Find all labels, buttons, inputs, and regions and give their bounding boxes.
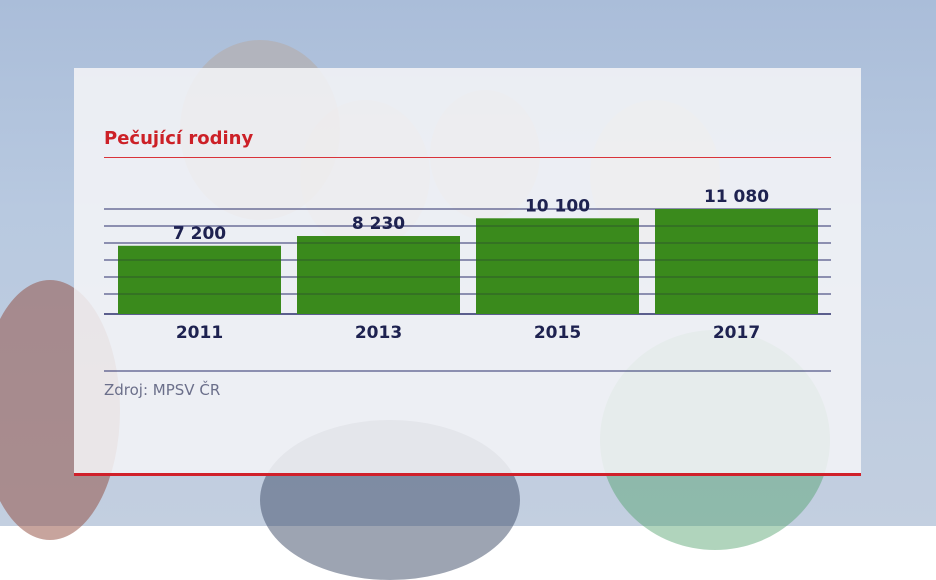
bars [118,209,818,314]
value-labels: 7 200 8 230 10 100 11 080 [173,187,769,244]
bar-chart: 7 200 8 230 10 100 11 080 2011 2013 2015 2017 [104,187,831,372]
category-labels: 2011 2013 2015 2017 [176,323,760,343]
category-label-2015: 2015 [534,323,581,343]
category-label-2013: 2013 [355,323,402,343]
category-label-2017: 2017 [713,323,760,343]
bar-2011 [118,245,281,314]
category-label-2011: 2011 [176,323,223,343]
chart-title: Pečující rodiny [104,128,254,149]
chart-panel: Pečující rodiny 7 200 8 230 10 100 11 080 2… [74,68,861,476]
value-label-2013: 8 230 [352,214,405,234]
value-label-2015: 10 100 [525,196,590,216]
value-label-2017: 11 080 [704,187,769,207]
bar-2017 [655,209,818,314]
source-note: Zdroj: MPSV ČR [104,381,221,399]
bar-2013 [297,236,460,314]
bar-2015 [476,218,639,314]
value-label-2011: 7 200 [173,224,226,244]
title-divider [104,157,831,158]
